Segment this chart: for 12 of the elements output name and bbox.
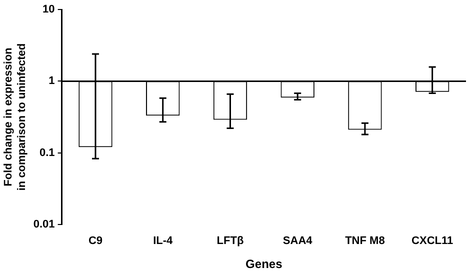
x-tick-label: TNF M8 xyxy=(345,235,385,248)
x-tick-label: LFTβ xyxy=(216,235,244,248)
y-tick-label: 0.01 xyxy=(33,218,55,230)
y-tick-label: 0.1 xyxy=(40,146,55,159)
x-tick-label: CXCL11 xyxy=(412,235,454,248)
x-tick-label: SAA4 xyxy=(282,235,314,248)
y-tick-label: 10 xyxy=(42,4,55,16)
y-axis-title: Fold change in expression in comparison to uninfected xyxy=(2,43,28,191)
x-tick-label: IL-4 xyxy=(153,235,174,248)
x-axis-title: Genes xyxy=(246,257,283,272)
x-tick-label: C9 xyxy=(88,235,103,248)
y-tick-label: 1 xyxy=(48,75,55,88)
